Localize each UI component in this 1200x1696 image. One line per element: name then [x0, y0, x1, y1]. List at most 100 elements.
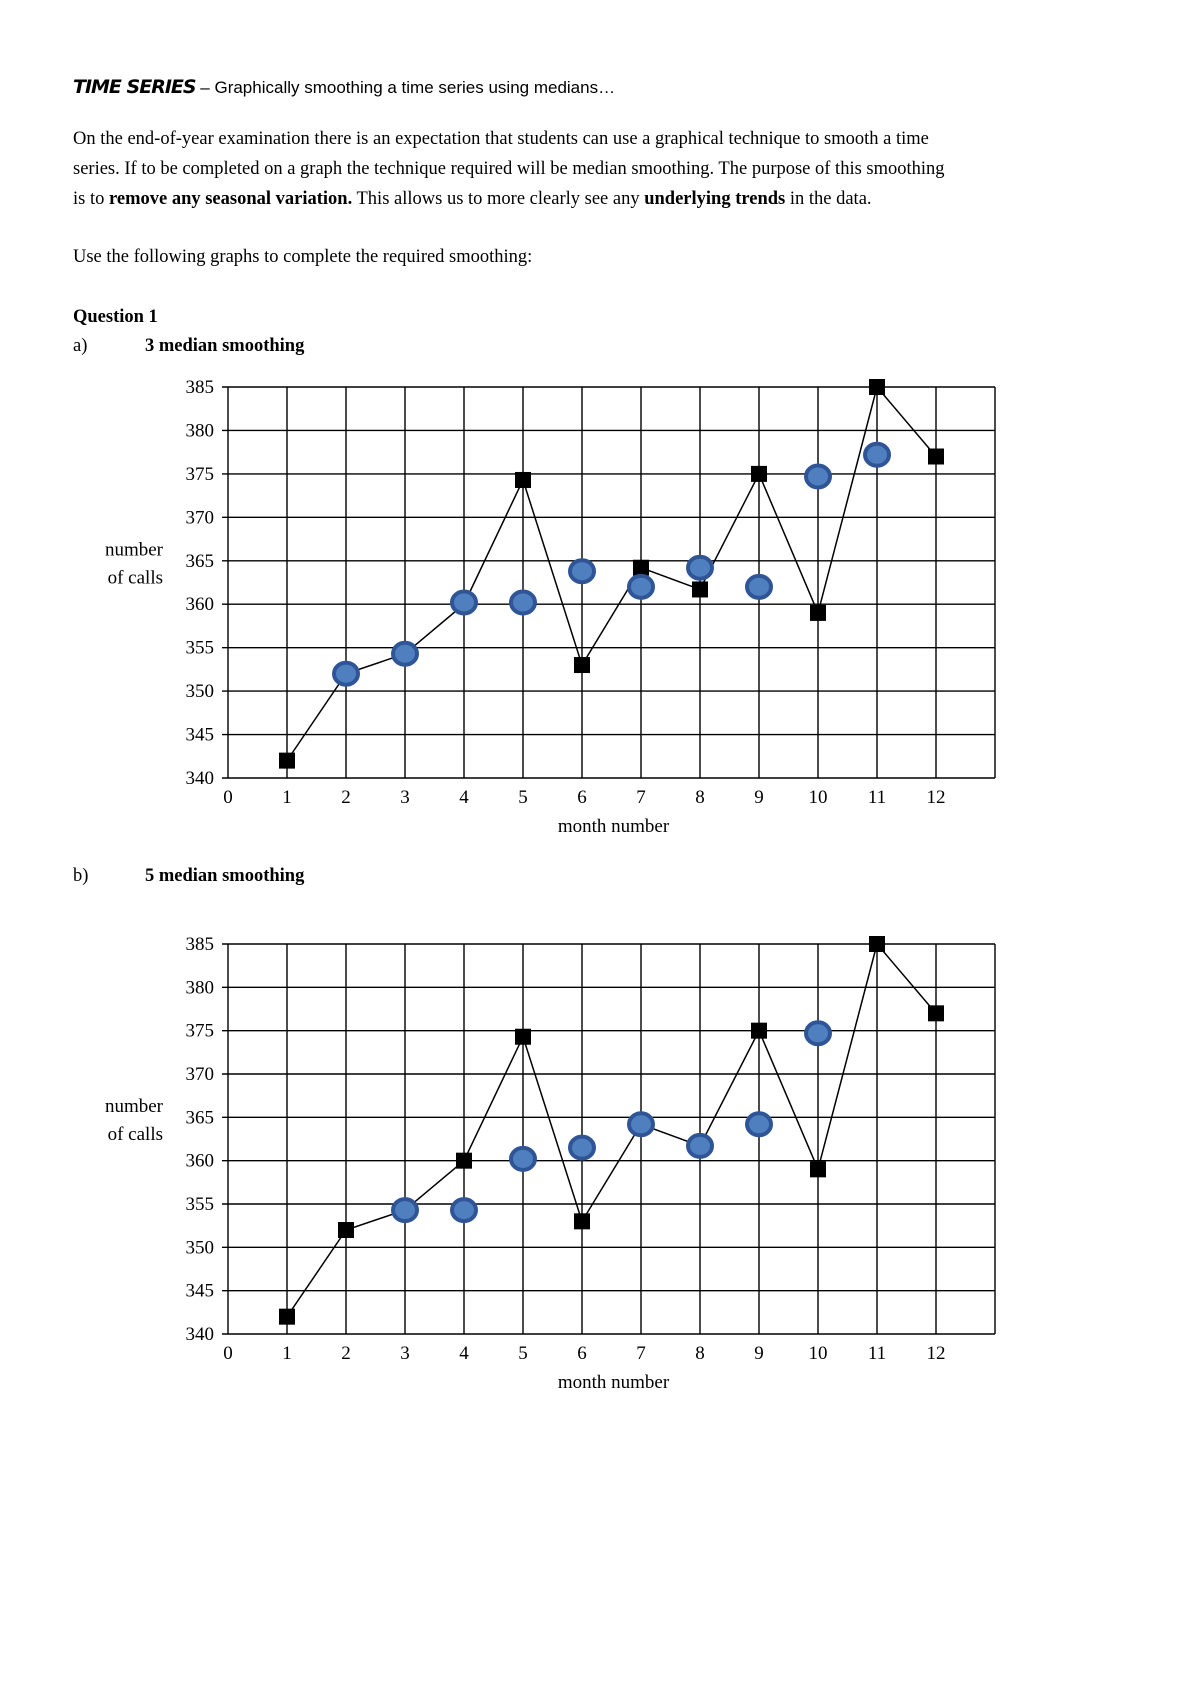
data-point-square: [869, 379, 885, 395]
data-point-square: [515, 471, 531, 488]
intro-text: This allows us to more clearly see any: [352, 189, 645, 209]
y-tick-label: 360: [186, 594, 215, 615]
median-point-circle: [686, 554, 714, 581]
data-point-square: [810, 1161, 826, 1178]
data-point-square: [456, 1152, 472, 1169]
data-point-square: [869, 936, 885, 952]
question-label: Question 1: [73, 307, 158, 327]
median-point-circle: [745, 573, 773, 600]
y-tick-label: 375: [186, 1021, 215, 1042]
data-point-square: [633, 559, 649, 576]
data-point-square: [928, 448, 944, 465]
median-point-circle: [391, 1197, 419, 1224]
y-tick-label: 340: [186, 1324, 215, 1345]
y-axis-label: number: [105, 1096, 164, 1117]
part-b-letter: b): [73, 866, 89, 886]
x-tick-label: 4: [459, 787, 469, 808]
median-point-circle: [450, 589, 478, 616]
x-tick-label: 6: [577, 1343, 587, 1364]
data-point-square: [692, 581, 708, 598]
y-tick-label: 385: [186, 377, 215, 398]
part-b-title: 5 median smoothing: [145, 866, 305, 886]
data-point-square: [515, 1028, 531, 1045]
median-point-circle: [863, 441, 891, 468]
x-tick-label: 1: [282, 1343, 292, 1364]
y-tick-label: 355: [186, 1194, 215, 1215]
emphasis-trends: underlying trends: [644, 189, 786, 209]
x-tick-label: 4: [459, 1343, 469, 1364]
x-tick-label: 2: [341, 1343, 351, 1364]
intro-line-2: series. If to be completed on a graph th…: [73, 159, 945, 179]
y-axis-label: of calls: [108, 1124, 163, 1145]
intro-text: in the data.: [785, 189, 872, 209]
x-tick-label: 12: [927, 1343, 946, 1364]
median-point-circle: [627, 1111, 655, 1138]
title-subtitle: Graphically smoothing a time series usin…: [214, 78, 616, 97]
x-axis-label: month number: [558, 1372, 670, 1393]
median-point-circle: [568, 1134, 596, 1161]
instruction: Use the following graphs to complete the…: [73, 247, 533, 267]
intro-text: is to: [73, 189, 109, 209]
x-tick-label: 3: [400, 1343, 410, 1364]
x-tick-label: 6: [577, 787, 587, 808]
median-point-circle: [391, 640, 419, 667]
x-tick-label: 5: [518, 1343, 528, 1364]
x-tick-label: 8: [695, 787, 705, 808]
x-tick-label: 0: [223, 1343, 233, 1364]
median-point-circle: [745, 1111, 773, 1138]
median-point-circle: [509, 589, 537, 616]
x-tick-label: 1: [282, 787, 292, 808]
y-tick-label: 345: [186, 1281, 215, 1302]
median-point-circle: [568, 558, 596, 585]
y-tick-label: 355: [186, 638, 215, 659]
x-tick-label: 11: [868, 1343, 886, 1364]
data-point-square: [810, 604, 826, 621]
y-tick-label: 380: [186, 420, 215, 441]
title-dash: –: [195, 78, 215, 97]
title-main: TIME SERIES: [73, 76, 197, 98]
data-point-square: [338, 1222, 354, 1238]
x-tick-label: 8: [695, 1343, 705, 1364]
y-tick-label: 370: [186, 1064, 215, 1085]
median-point-circle: [509, 1145, 537, 1172]
y-tick-label: 340: [186, 768, 215, 789]
part-a-title: 3 median smoothing: [145, 336, 305, 356]
data-point-square: [928, 1005, 944, 1022]
median-point-circle: [686, 1132, 714, 1159]
median-point-circle: [627, 573, 655, 600]
y-axis-label: number: [105, 540, 164, 561]
y-axis-label: of calls: [108, 568, 163, 589]
series-line: [286, 942, 937, 1318]
x-tick-label: 9: [754, 787, 764, 808]
series-line: [286, 385, 937, 762]
y-tick-label: 365: [186, 551, 215, 572]
x-tick-label: 7: [636, 787, 646, 808]
x-tick-label: 3: [400, 787, 410, 808]
data-point-square: [279, 752, 295, 769]
median-point-circle: [804, 1020, 832, 1047]
emphasis-seasonal: remove any seasonal variation.: [108, 189, 353, 209]
y-tick-label: 350: [186, 1237, 215, 1258]
y-tick-label: 385: [186, 934, 215, 955]
x-tick-label: 10: [809, 1343, 828, 1364]
part-a-letter: a): [73, 336, 88, 356]
y-tick-label: 380: [186, 977, 215, 998]
y-tick-label: 370: [186, 507, 215, 528]
x-tick-label: 0: [223, 787, 233, 808]
data-point-square: [751, 465, 767, 482]
y-tick-label: 375: [186, 464, 215, 485]
median-point-circle: [450, 1197, 478, 1224]
x-tick-label: 2: [341, 787, 351, 808]
intro-line-3: is to remove any seasonal variation. Thi…: [73, 189, 872, 210]
x-tick-label: 7: [636, 1343, 646, 1364]
data-point-square: [574, 657, 590, 674]
y-tick-label: 365: [186, 1107, 215, 1128]
x-tick-label: 5: [518, 787, 528, 808]
x-tick-label: 10: [809, 787, 828, 808]
x-axis-label: month number: [558, 816, 670, 837]
data-point-square: [751, 1022, 767, 1039]
x-tick-label: 9: [754, 1343, 764, 1364]
y-tick-label: 345: [186, 725, 215, 746]
